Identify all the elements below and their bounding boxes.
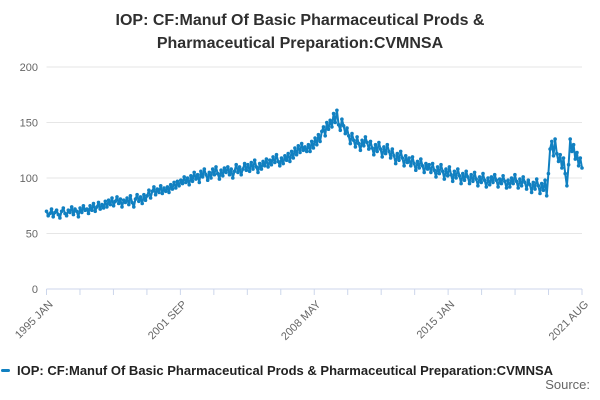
source-label: Source: [545, 377, 590, 392]
svg-text:200: 200 [20, 62, 38, 74]
chart-title: IOP: CF:Manuf Of Basic Pharmaceutical Pr… [115, 12, 485, 52]
svg-text:150: 150 [20, 118, 38, 130]
chart-svg[interactable]: 0 50 100 150 200 1995 JAN 2001 SEP 2008 MAY 2015… [0, 0, 600, 358]
x-axis [46, 288, 583, 295]
svg-text:2015 JAN: 2015 JAN [415, 299, 458, 342]
svg-text:50: 50 [26, 229, 38, 241]
svg-text:1995 JAN: 1995 JAN [13, 299, 56, 342]
svg-text:2021 AUG: 2021 AUG [547, 299, 591, 343]
svg-text:2001 SEP: 2001 SEP [146, 299, 190, 343]
x-axis-labels: 1995 JAN 2001 SEP 2008 MAY 2015 JAN 2021 AUG [13, 298, 591, 343]
svg-text:100: 100 [20, 173, 38, 185]
svg-text:2008 MAY: 2008 MAY [279, 298, 324, 343]
y-axis-labels: 0 50 100 150 200 [20, 62, 38, 296]
legend-line-marker [1, 369, 10, 372]
svg-text:0: 0 [32, 284, 38, 296]
legend-series-label[interactable]: IOP: CF:Manuf Of Basic Pharmaceutical Pr… [17, 363, 554, 378]
legend: IOP: CF:Manuf Of Basic Pharmaceutical Pr… [0, 362, 600, 379]
series-markers[interactable] [44, 108, 584, 220]
